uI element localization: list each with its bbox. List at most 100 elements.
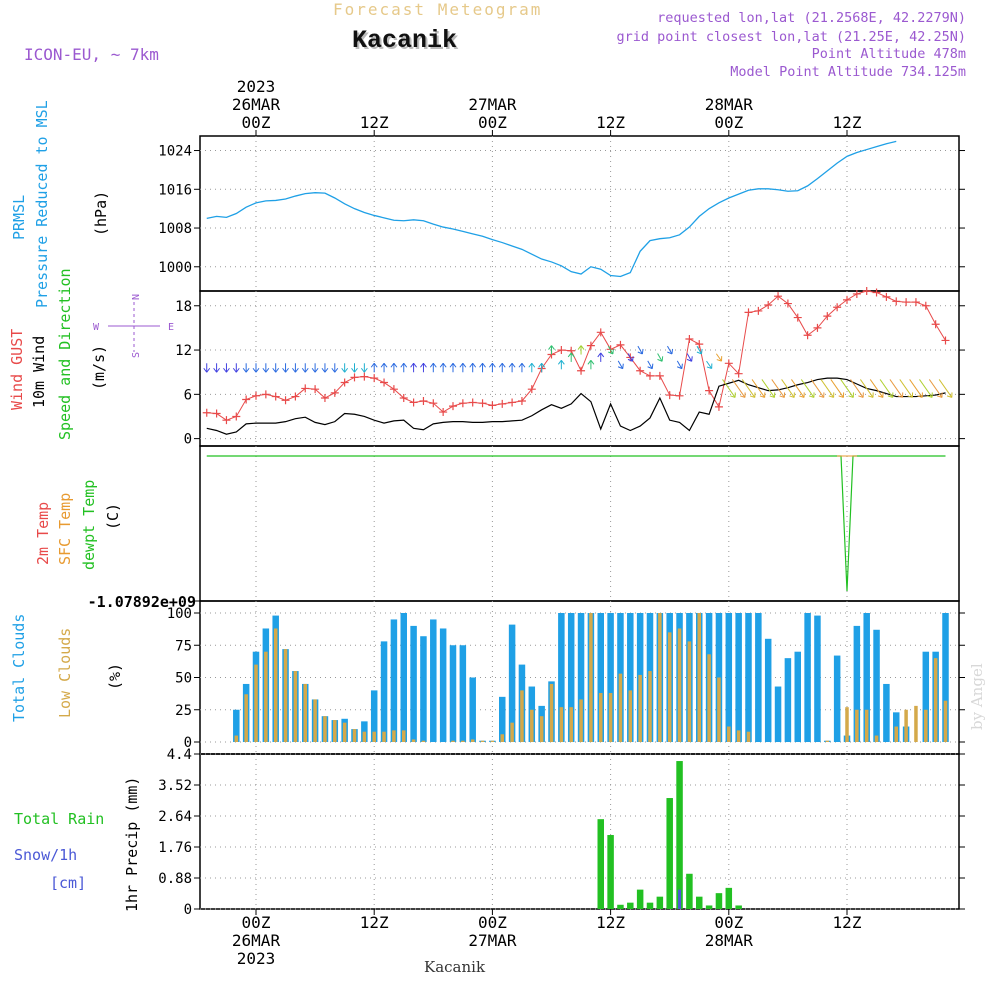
wind-direction-arrow bbox=[637, 345, 644, 355]
wind-direction-arrow bbox=[301, 363, 309, 373]
wind-tick-label: 18 bbox=[175, 299, 192, 315]
low-cloud-bar bbox=[273, 628, 278, 742]
arrow-head bbox=[557, 360, 565, 365]
gust-point bbox=[498, 399, 507, 408]
wind-direction-arrow bbox=[498, 362, 506, 373]
wind-direction-arrow bbox=[548, 345, 555, 355]
wind-direction-arrow bbox=[370, 362, 378, 373]
gust-point bbox=[616, 340, 625, 349]
gust-point bbox=[872, 288, 881, 297]
low-cloud-bar bbox=[500, 734, 504, 742]
arrow-head bbox=[627, 356, 634, 362]
arrow-head bbox=[657, 356, 664, 362]
rain-bar bbox=[617, 904, 624, 909]
dew-label: dewpt Temp bbox=[80, 480, 98, 570]
prmsl-desc: Pressure Reduced to MSL bbox=[33, 100, 51, 308]
arrow-head bbox=[927, 392, 933, 398]
arrow-shaft bbox=[938, 379, 953, 398]
arrow-shaft bbox=[686, 353, 693, 362]
cloud-labels: Total Clouds Low Clouds (%) bbox=[10, 614, 124, 722]
low-cloud-bar bbox=[687, 641, 692, 742]
total-cloud-bar bbox=[499, 696, 506, 742]
low-cloud-bar bbox=[490, 740, 495, 742]
low-cloud-bar bbox=[313, 699, 317, 742]
arrow-head bbox=[292, 367, 299, 373]
total-cloud-bar bbox=[469, 677, 476, 742]
low-cloud-bar bbox=[549, 683, 554, 742]
pressure-tick-label: 1000 bbox=[158, 260, 192, 276]
bottom-time-label: 2023 bbox=[237, 949, 276, 968]
grid-lines bbox=[200, 136, 959, 910]
arrow-head bbox=[400, 362, 408, 368]
arrow-head bbox=[730, 392, 736, 398]
location-title: Kacanik bbox=[352, 26, 458, 55]
wind-direction-arrow bbox=[577, 345, 585, 355]
arrow-head bbox=[449, 362, 457, 368]
footer-location: Kacanik bbox=[424, 958, 486, 976]
wind-direction-arrow bbox=[820, 379, 835, 398]
gust-point bbox=[350, 373, 359, 382]
wind-line bbox=[206, 377, 946, 435]
snow-bar bbox=[678, 889, 682, 909]
arrow-shaft bbox=[607, 345, 614, 355]
gust-point bbox=[714, 402, 723, 411]
total-cloud-bar bbox=[755, 613, 762, 742]
gust-point bbox=[852, 289, 861, 298]
arrow-shaft bbox=[800, 379, 815, 398]
arrow-shaft bbox=[706, 360, 713, 369]
low-cloud-bar bbox=[697, 613, 701, 742]
arrow-head bbox=[897, 392, 904, 398]
total-cloud-bar bbox=[577, 613, 585, 742]
gust-point bbox=[419, 396, 428, 405]
precip-labels: Total Rain Snow/1h [cm] 1hr Precip (mm) bbox=[14, 777, 141, 912]
low-cloud-bar bbox=[933, 658, 938, 742]
top-time-label: 00Z bbox=[478, 113, 507, 132]
low-cloud-bar bbox=[303, 683, 307, 742]
arrow-head bbox=[469, 362, 477, 368]
precip-panel bbox=[199, 753, 960, 910]
wind-labels: Wind GUST 10m Wind Speed and Direction (… bbox=[8, 268, 174, 440]
rain-bar bbox=[646, 902, 654, 909]
low-cloud-bar bbox=[323, 716, 327, 742]
total-cloud-bar bbox=[459, 645, 467, 742]
arrow-shaft bbox=[830, 379, 844, 398]
arrow-head bbox=[321, 367, 329, 373]
total-cloud-bar bbox=[942, 613, 949, 742]
gust-point bbox=[527, 385, 536, 394]
arrow-shaft bbox=[627, 353, 633, 362]
rain-label: Total Rain bbox=[14, 810, 104, 828]
wind-direction-arrow bbox=[938, 379, 953, 398]
arrow-head bbox=[769, 392, 776, 398]
gust-point bbox=[517, 396, 526, 405]
low-cloud-bar bbox=[539, 716, 544, 742]
arrow-shaft bbox=[761, 379, 775, 398]
arrow-head bbox=[242, 367, 250, 373]
low-cloud-bar bbox=[825, 740, 830, 742]
arrow-head bbox=[262, 367, 270, 373]
prmsl-label: PRMSL bbox=[10, 195, 28, 240]
wind-direction-arrow bbox=[557, 360, 565, 370]
arrow-shaft bbox=[859, 379, 874, 398]
gust-point bbox=[409, 398, 418, 407]
rain-bar bbox=[705, 905, 713, 909]
svg-text:S: S bbox=[131, 352, 142, 358]
low-clouds-label: Low Clouds bbox=[56, 628, 74, 718]
low-cloud-bar bbox=[943, 700, 948, 742]
arrow-head bbox=[809, 392, 815, 398]
total-cloud-bar bbox=[764, 638, 772, 742]
gust-point bbox=[468, 398, 477, 407]
precip-tick-label: 2.64 bbox=[158, 809, 192, 825]
low-cloud-bar bbox=[480, 740, 485, 742]
rain-bar bbox=[725, 887, 733, 909]
total-cloud-bar bbox=[774, 686, 782, 742]
low-cloud-bar bbox=[510, 722, 514, 742]
bottom-time-label: 00Z bbox=[714, 913, 743, 932]
total-cloud-bar bbox=[390, 619, 398, 742]
bottom-time-label: 12Z bbox=[360, 913, 389, 932]
dewpoint-line bbox=[206, 455, 946, 592]
low-cloud-bar bbox=[727, 726, 731, 742]
low-cloud-bar bbox=[283, 649, 288, 742]
arrow-head bbox=[667, 348, 674, 355]
wind-direction-arrow bbox=[410, 362, 417, 373]
wind-direction-arrow bbox=[508, 362, 516, 373]
